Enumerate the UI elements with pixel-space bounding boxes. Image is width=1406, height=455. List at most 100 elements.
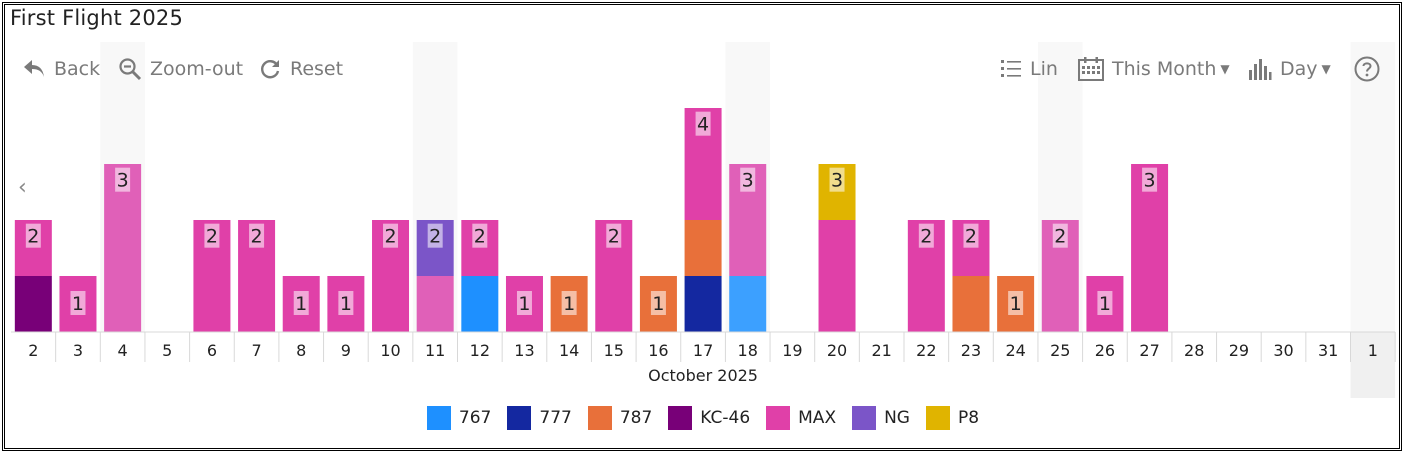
- x-tick-label: 26: [1095, 341, 1115, 360]
- data-label-bg: [383, 223, 399, 248]
- calendar-icon: [1078, 57, 1104, 81]
- data-label-bg: [427, 223, 443, 248]
- data-label-bg: [918, 223, 934, 248]
- x-tick-label: 1: [1368, 341, 1378, 360]
- data-label-bg: [204, 223, 220, 248]
- x-tick-label: 6: [207, 341, 217, 360]
- bar-segment: [104, 164, 142, 332]
- chevron-down-icon: ▼: [1321, 62, 1331, 76]
- data-label: 1: [518, 293, 530, 315]
- legend-item[interactable]: 767: [426, 406, 491, 430]
- granularity-dropdown[interactable]: Day ▼: [1248, 54, 1331, 84]
- period-dropdown[interactable]: This Month ▼: [1078, 54, 1230, 84]
- legend-label: 787: [619, 408, 653, 428]
- data-label: 3: [831, 170, 843, 192]
- data-label: 2: [474, 226, 486, 248]
- zoom-out-icon: [119, 58, 142, 81]
- data-label: 3: [1144, 170, 1156, 192]
- x-tick-label: 30: [1273, 341, 1293, 360]
- back-button[interactable]: Back: [22, 54, 100, 84]
- data-label: 1: [72, 293, 84, 315]
- legend-swatch: [925, 406, 950, 430]
- x-tick-label: 10: [380, 341, 400, 360]
- list-icon: [1001, 60, 1021, 77]
- x-tick-label: 31: [1318, 341, 1338, 360]
- legend-swatch: [668, 406, 693, 430]
- data-label: 2: [251, 226, 263, 248]
- legend-label: NG: [884, 408, 910, 428]
- x-tick-label: 17: [693, 341, 713, 360]
- data-label-bg: [249, 223, 265, 248]
- x-tick-label: 21: [871, 341, 891, 360]
- bar-segment: [818, 220, 856, 332]
- data-label-bg: [561, 291, 577, 315]
- data-label-bg: [516, 291, 532, 315]
- legend-item[interactable]: KC-46: [668, 406, 750, 430]
- legend-item[interactable]: 787: [587, 406, 653, 430]
- weekend-band: [1350, 42, 1396, 332]
- x-tick-label: 8: [296, 341, 306, 360]
- data-label-bg: [1052, 223, 1068, 248]
- legend-label: P8: [957, 408, 980, 428]
- x-tick-label: 18: [738, 341, 758, 360]
- help-icon[interactable]: [1354, 56, 1380, 82]
- x-tick-label: 24: [1005, 341, 1025, 360]
- legend-label: MAX: [798, 408, 837, 428]
- x-tick-label: 5: [162, 341, 172, 360]
- bar-segment: [684, 220, 722, 276]
- data-label-bg: [1142, 167, 1158, 192]
- legend-item[interactable]: P8: [925, 406, 980, 430]
- chart-legend: 767 777 787 KC-46 MAX NG P8: [0, 406, 1406, 430]
- back-label: Back: [54, 58, 101, 80]
- x-axis-label: October 2025: [648, 366, 758, 385]
- bar-segment: [952, 276, 990, 332]
- data-label-bg: [963, 223, 979, 248]
- x-tick-label: 11: [425, 341, 445, 360]
- data-label: 4: [697, 114, 709, 136]
- x-tick-label: 16: [648, 341, 668, 360]
- bar-chart-icon: [1249, 59, 1272, 80]
- data-label: 2: [429, 226, 441, 248]
- x-tick-label: 23: [961, 341, 981, 360]
- x-tick-label: 19: [782, 341, 802, 360]
- scale-toggle[interactable]: Lin: [1000, 54, 1058, 84]
- x-tick-label: 2: [28, 341, 38, 360]
- reset-label: Reset: [290, 58, 344, 80]
- scale-label: Lin: [1030, 58, 1058, 80]
- legend-swatch: [426, 406, 451, 430]
- legend-label: 777: [539, 408, 572, 428]
- chevron-left-icon[interactable]: ‹: [18, 175, 27, 200]
- data-label-bg: [338, 291, 354, 315]
- data-label-bg: [25, 223, 41, 248]
- data-label: 2: [920, 226, 932, 248]
- data-label: 3: [742, 170, 754, 192]
- data-label-bg: [115, 167, 131, 192]
- data-label-bg: [650, 291, 666, 315]
- data-label-bg: [695, 111, 711, 136]
- data-label: 2: [384, 226, 396, 248]
- reset-button[interactable]: Reset: [258, 54, 343, 84]
- x-tick-label: 9: [341, 341, 351, 360]
- x-tick-label: 15: [604, 341, 624, 360]
- data-label: 1: [340, 293, 352, 315]
- x-tick-label: 13: [514, 341, 534, 360]
- data-label: 1: [295, 293, 307, 315]
- granularity-label: Day: [1280, 58, 1318, 80]
- data-label-bg: [740, 167, 756, 192]
- legend-item[interactable]: NG: [852, 406, 910, 430]
- chevron-down-icon: ▼: [1220, 62, 1230, 76]
- zoom-out-button[interactable]: Zoom-out: [118, 54, 243, 84]
- x-tick-label: 14: [559, 341, 579, 360]
- legend-item[interactable]: 777: [507, 406, 572, 430]
- legend-swatch: [852, 406, 877, 430]
- data-label: 2: [608, 226, 620, 248]
- bar-segment: [729, 276, 767, 332]
- x-tick-label: 25: [1050, 341, 1070, 360]
- data-label-bg: [1097, 291, 1113, 315]
- data-label-bg: [472, 223, 488, 248]
- bar-segment: [416, 276, 454, 332]
- bar-segment: [1131, 164, 1169, 332]
- legend-item[interactable]: MAX: [766, 406, 836, 430]
